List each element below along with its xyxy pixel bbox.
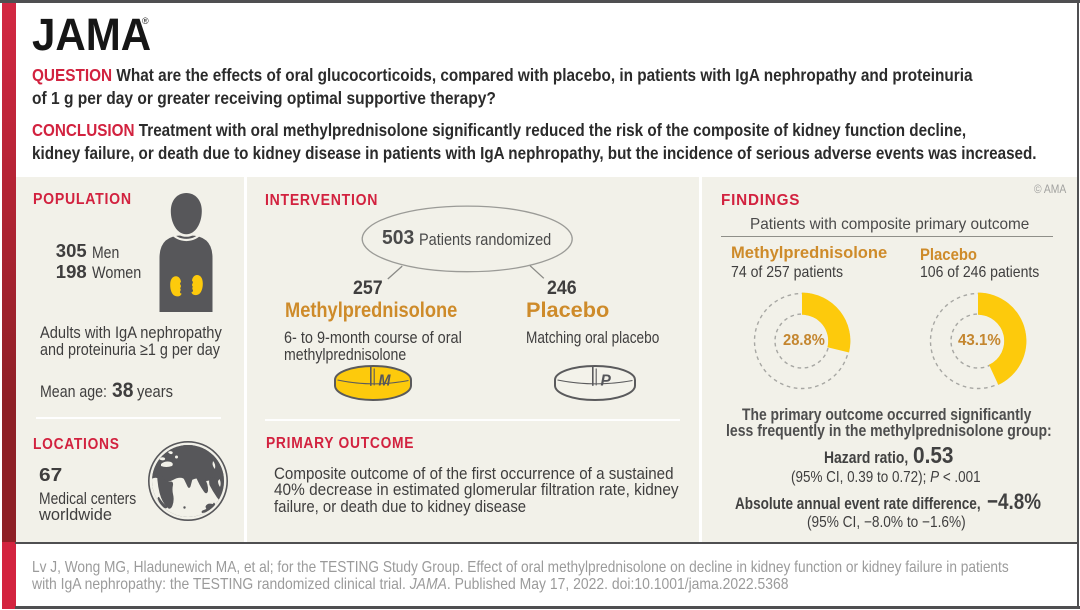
svg-text:P: P bbox=[600, 372, 611, 389]
svg-text:M: M bbox=[378, 371, 391, 389]
